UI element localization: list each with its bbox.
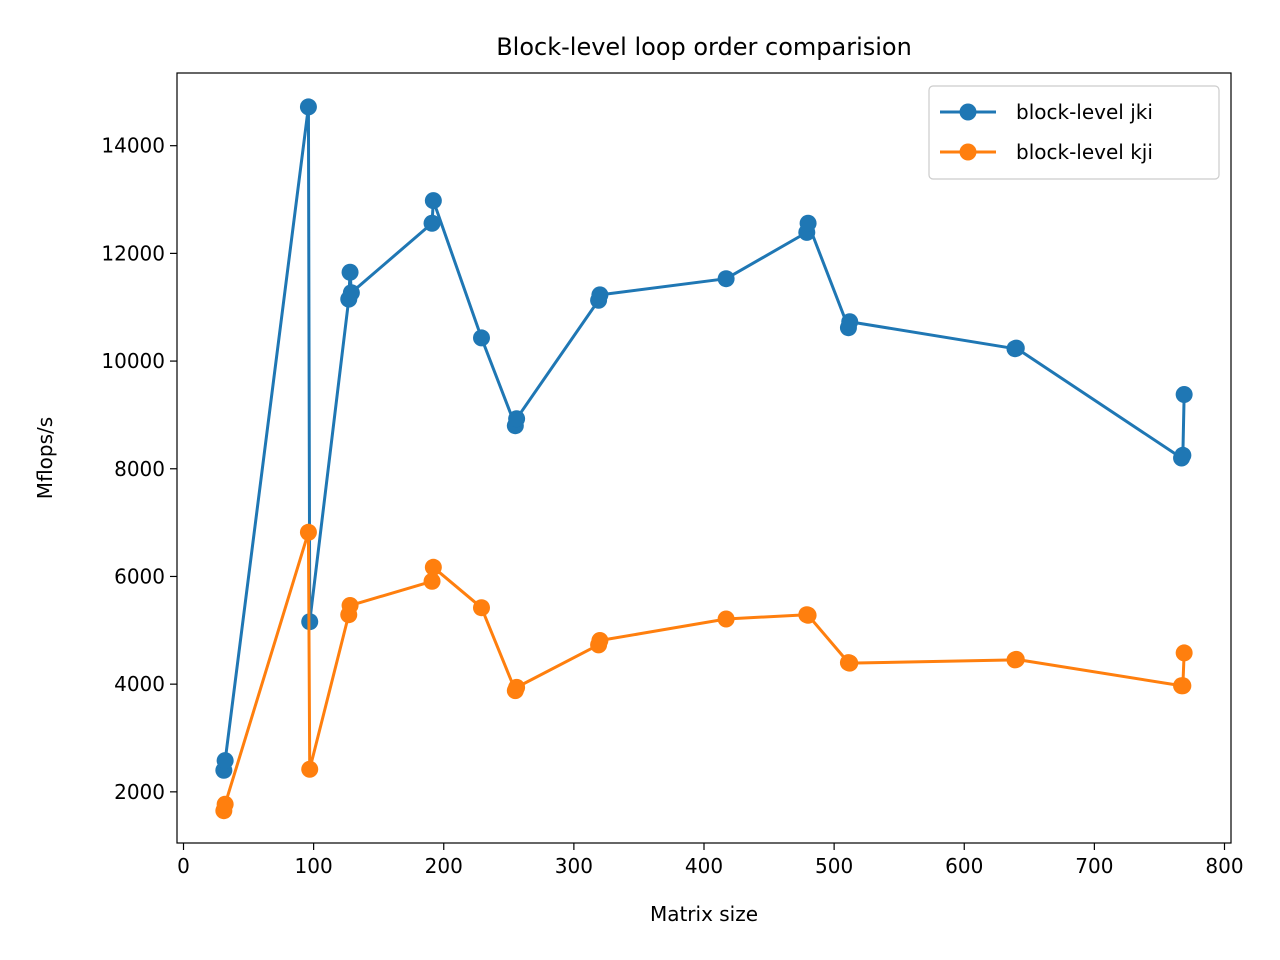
data-point <box>301 760 319 778</box>
y-tick-label: 10000 <box>101 349 165 373</box>
data-point <box>341 597 359 615</box>
data-point <box>472 329 490 347</box>
legend-marker <box>959 143 977 161</box>
y-tick-label: 14000 <box>101 134 165 158</box>
x-tick-label: 500 <box>815 854 853 878</box>
x-axis: 0 100 200 300 400 500 600 700 800 <box>177 843 1244 878</box>
data-point <box>424 558 442 576</box>
x-tick-label: 700 <box>1075 854 1113 878</box>
data-point <box>508 678 526 696</box>
series-1 <box>215 98 1193 779</box>
y-tick-label: 2000 <box>114 780 165 804</box>
data-point <box>717 270 735 288</box>
data-point <box>799 606 817 624</box>
y-tick-label: 6000 <box>114 564 165 588</box>
x-tick-label: 400 <box>685 854 723 878</box>
data-point <box>717 610 735 628</box>
chart-title: Block-level loop order comparision <box>496 33 912 61</box>
data-point <box>799 214 817 232</box>
data-point <box>342 284 360 302</box>
legend: block-level jki block-level kji <box>928 85 1220 180</box>
plot-area <box>215 98 1193 820</box>
x-axis-label: Matrix size <box>650 902 758 926</box>
x-tick-label: 200 <box>425 854 463 878</box>
data-point <box>216 795 234 813</box>
data-point <box>299 98 317 116</box>
data-point <box>841 313 859 331</box>
legend-marker <box>959 103 977 121</box>
x-tick-label: 800 <box>1205 854 1243 878</box>
legend-box <box>928 85 1220 180</box>
data-point <box>299 523 317 541</box>
y-tick-label: 8000 <box>114 457 165 481</box>
data-point <box>424 192 442 210</box>
data-point <box>1174 677 1192 695</box>
legend-label: block-level kji <box>1016 140 1153 164</box>
data-point <box>341 263 359 281</box>
y-tick-label: 12000 <box>101 241 165 265</box>
data-point <box>841 654 859 672</box>
data-point <box>423 572 441 590</box>
data-point <box>1175 385 1193 403</box>
data-point <box>216 752 234 770</box>
x-tick-label: 600 <box>945 854 983 878</box>
y-axis-label: Mflops/s <box>33 417 57 499</box>
x-tick-label: 100 <box>295 854 333 878</box>
data-point <box>1174 446 1192 464</box>
series-2 <box>215 523 1193 820</box>
x-tick-label: 300 <box>555 854 593 878</box>
data-point <box>1007 650 1025 668</box>
data-point <box>423 214 441 232</box>
legend-label: block-level jki <box>1016 100 1153 124</box>
data-point <box>591 286 609 304</box>
data-point <box>472 599 490 617</box>
data-point <box>591 632 609 650</box>
y-axis: 2000 4000 6000 8000 10000 12000 14000 <box>101 134 177 804</box>
y-tick-label: 4000 <box>114 672 165 696</box>
data-point <box>1007 339 1025 357</box>
x-tick-label: 0 <box>177 854 190 878</box>
data-point <box>1175 644 1193 662</box>
data-point <box>508 410 526 428</box>
